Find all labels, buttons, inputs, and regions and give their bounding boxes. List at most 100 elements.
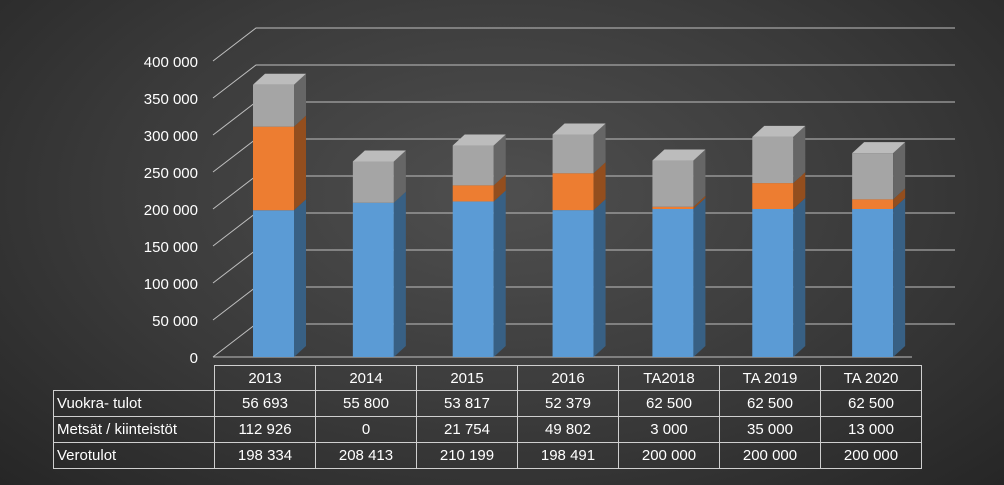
bar-segment — [552, 162, 606, 211]
bar-side — [793, 198, 806, 357]
bar-front — [852, 209, 894, 357]
data-cell: 62 500 — [719, 390, 821, 417]
bar-segment — [253, 199, 306, 357]
bar-segment — [852, 198, 906, 357]
series-name: Vuokra- tulot — [53, 390, 215, 417]
bar-side — [593, 199, 606, 357]
bar-side — [493, 134, 506, 186]
bar-stack-ta2018 — [652, 149, 706, 357]
bar-front — [752, 209, 794, 357]
category-label: 2016 — [517, 365, 619, 391]
y-tick-label: 400 000 — [144, 54, 198, 71]
gridline — [212, 64, 955, 99]
bar-stack-2013 — [253, 73, 306, 357]
bar-segment — [452, 174, 506, 202]
bar-top — [752, 125, 806, 137]
bar-top — [852, 142, 906, 154]
bar-front — [752, 183, 794, 209]
table-corner — [54, 366, 215, 391]
bar-side — [893, 188, 906, 209]
data-cell: 3 000 — [618, 416, 720, 443]
table-row: Verotulot 198 334 208 413 210 199 198 491 200… — [53, 442, 922, 469]
bar-front — [552, 210, 594, 357]
data-cell: 62 500 — [820, 390, 922, 417]
y-tick-label: 300 000 — [144, 128, 198, 145]
data-cell: 35 000 — [719, 416, 821, 443]
table-header-row: 2013 2014 2015 2016 TA2018 TA 2019 TA 2020 — [54, 365, 922, 391]
bar-segment — [452, 134, 506, 186]
bar-stack-2016 — [552, 123, 606, 357]
bar-front — [852, 199, 894, 209]
bar-front — [452, 201, 494, 357]
category-label: TA 2019 — [719, 365, 821, 391]
bar-segment — [752, 125, 806, 184]
bar-side — [793, 172, 806, 209]
bar-side — [294, 73, 306, 127]
bar-stack-2015 — [452, 134, 506, 357]
category-label: 2015 — [416, 365, 518, 391]
data-table: 2013 2014 2015 2016 TA2018 TA 2019 TA 2020 Vuok… — [53, 365, 922, 469]
bar-segment — [253, 115, 306, 211]
bar-segment — [852, 188, 906, 209]
bar-segment — [352, 191, 406, 357]
bar-front — [253, 210, 294, 357]
y-tick-label: 350 000 — [144, 91, 198, 108]
bar-front — [552, 134, 594, 174]
data-cell: 198 491 — [517, 442, 619, 469]
data-cell: 56 693 — [214, 390, 316, 417]
bar-segment — [852, 142, 906, 200]
data-cell: 0 — [315, 416, 417, 443]
bar-side — [393, 150, 406, 203]
data-cell: 200 000 — [618, 442, 720, 469]
series-name: Metsät / kiinteistöt — [53, 416, 215, 443]
bar-segment — [552, 123, 606, 174]
bar-front — [752, 136, 794, 184]
bar-side — [593, 162, 606, 211]
category-label: 2013 — [214, 365, 316, 391]
bar-front — [352, 161, 394, 203]
bar-front — [652, 206, 694, 209]
category-label: 2014 — [315, 365, 417, 391]
bar-side — [294, 115, 306, 211]
bar-side — [294, 199, 306, 357]
y-tick-label: 250 000 — [144, 165, 198, 182]
bar-segment — [452, 190, 506, 357]
data-cell: 52 379 — [517, 390, 619, 417]
gridline — [212, 27, 955, 62]
data-cell: 62 500 — [618, 390, 720, 417]
bar-front — [352, 202, 394, 357]
bar-segment — [652, 149, 706, 207]
bar-side — [693, 198, 706, 357]
bar-side — [793, 125, 806, 184]
y-tick-label: 50 000 — [152, 313, 198, 330]
series-name: Verotulot — [53, 442, 215, 469]
bar-stack-ta-2020 — [852, 142, 906, 357]
bar-side — [493, 174, 506, 202]
bar-front — [552, 173, 594, 211]
category-label: TA 2020 — [820, 365, 922, 391]
data-cell: 200 000 — [820, 442, 922, 469]
y-axis-tick-labels: 0 50 000 100 000 150 000 200 000 250 000 300 0… — [144, 54, 198, 367]
data-cell: 49 802 — [517, 416, 619, 443]
bar-side — [593, 123, 606, 174]
y-tick-label: 150 000 — [144, 239, 198, 256]
bar-front — [852, 153, 894, 200]
bar-top — [352, 150, 406, 162]
bar-segment — [352, 150, 406, 203]
data-cell: 208 413 — [315, 442, 417, 469]
bar-side — [693, 149, 706, 207]
bar-stack-ta-2019 — [752, 125, 806, 357]
data-cell: 53 817 — [416, 390, 518, 417]
bar-side — [893, 142, 906, 200]
bar-top — [552, 123, 606, 135]
data-cell: 55 800 — [315, 390, 417, 417]
bar-segment — [652, 198, 706, 357]
data-cell: 198 334 — [214, 442, 316, 469]
table-row: Metsät / kiinteistöt 112 926 0 21 754 49 802… — [53, 416, 922, 443]
y-tick-label: 100 000 — [144, 276, 198, 293]
data-cell: 13 000 — [820, 416, 922, 443]
data-cell: 210 199 — [416, 442, 518, 469]
bar-side — [693, 195, 706, 209]
bar-segment — [752, 198, 806, 357]
